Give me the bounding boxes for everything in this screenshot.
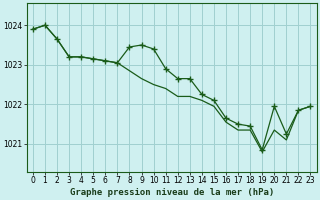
X-axis label: Graphe pression niveau de la mer (hPa): Graphe pression niveau de la mer (hPa) [69, 188, 274, 197]
